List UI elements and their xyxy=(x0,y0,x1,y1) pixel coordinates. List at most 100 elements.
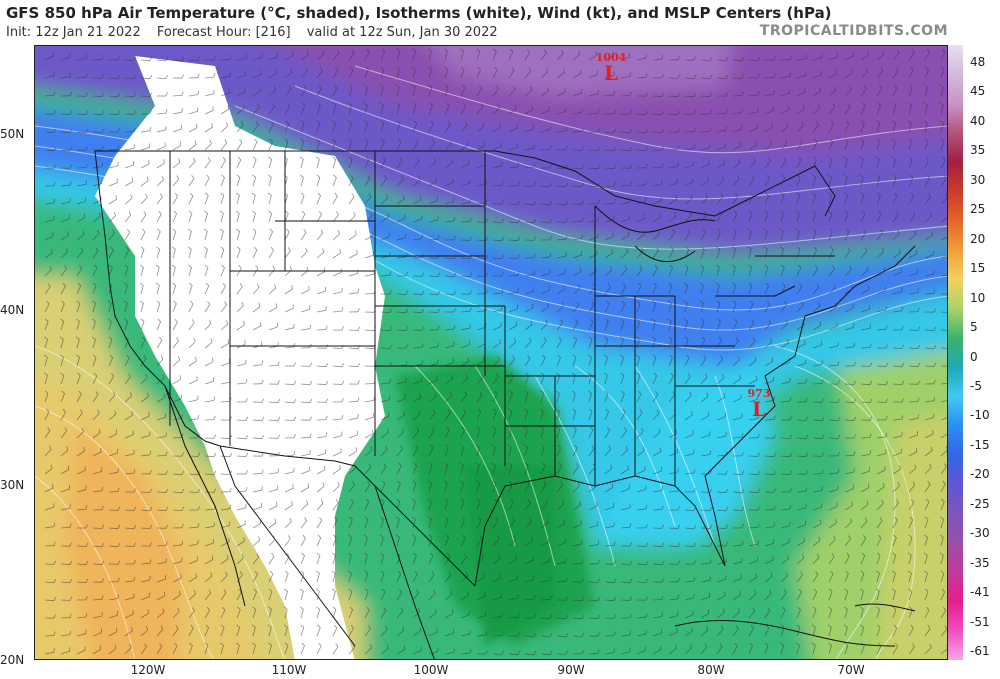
wind-barb-flag xyxy=(828,156,833,160)
wind-barb-flag xyxy=(620,372,624,376)
wind-barb xyxy=(172,213,177,223)
wind-barb xyxy=(172,95,183,97)
wind-barb-flag xyxy=(860,570,865,574)
low-symbol: L xyxy=(603,61,619,85)
wind-barb-flag xyxy=(494,66,498,71)
wind-barb-flag xyxy=(661,612,663,617)
wind-barb-flag xyxy=(702,228,706,233)
wind-barb xyxy=(908,502,915,511)
wind-barb-flag xyxy=(341,397,344,403)
wind-barb-flag xyxy=(853,416,857,421)
wind-barb-flag xyxy=(60,318,64,322)
wind-barb xyxy=(156,213,162,223)
wind-barb-flag xyxy=(156,300,161,304)
wind-barb-flag xyxy=(284,192,288,196)
wind-barb-flag xyxy=(229,416,232,421)
wind-barb xyxy=(796,382,806,385)
wind-barb xyxy=(316,469,326,475)
wind-barb-flag xyxy=(795,642,800,646)
wind-barb-flag xyxy=(645,578,649,583)
wind-barb xyxy=(44,167,55,169)
wind-barb xyxy=(220,575,228,583)
wind-barb-flag xyxy=(178,158,181,163)
wind-barb-flag xyxy=(693,144,696,149)
wind-barb-flag xyxy=(766,174,770,179)
wind-barb-flag xyxy=(339,464,341,469)
wind-barb xyxy=(796,75,806,79)
wind-barb xyxy=(428,142,435,151)
wind-barb xyxy=(892,233,900,241)
wind-barb-flag xyxy=(547,302,549,307)
wind-barb-flag xyxy=(657,229,660,234)
wind-barb xyxy=(76,508,87,511)
low-pressure-center-east: 973 L xyxy=(748,387,771,419)
wind-barb-flag xyxy=(493,498,498,503)
wind-barb-flag xyxy=(668,336,672,340)
wind-barb-flag xyxy=(779,228,784,232)
wind-barb xyxy=(572,238,582,241)
wind-barb xyxy=(924,159,929,169)
wind-barb-flag xyxy=(862,228,867,233)
wind-barb-flag xyxy=(892,120,896,124)
wind-barb xyxy=(668,95,679,98)
wind-barb xyxy=(812,231,817,241)
wind-barb-flag xyxy=(277,342,279,347)
wind-barb-flag xyxy=(357,397,360,402)
wind-barb xyxy=(92,527,103,529)
wind-barb xyxy=(204,231,208,241)
wind-barb xyxy=(348,105,352,115)
wind-barb-flag xyxy=(306,50,309,55)
wind-barb xyxy=(540,522,549,529)
wind-barb-flag xyxy=(931,231,934,236)
wind-barb-flag xyxy=(131,626,133,631)
wind-barb-flag xyxy=(771,123,774,128)
wind-barb-flag xyxy=(165,109,168,114)
wind-barb xyxy=(492,239,503,242)
wind-barb xyxy=(508,70,515,79)
wind-barb xyxy=(508,358,516,367)
wind-barb xyxy=(908,69,914,79)
wind-barb xyxy=(508,89,516,97)
wind-barb xyxy=(844,159,848,169)
wind-barb-flag xyxy=(709,92,713,97)
wind-barb xyxy=(540,185,551,187)
wind-barb xyxy=(764,304,770,313)
wind-barb xyxy=(444,105,450,115)
wind-barb-flag xyxy=(213,72,216,78)
wind-barb xyxy=(444,412,451,421)
wind-barb-flag xyxy=(560,481,564,486)
wind-barb xyxy=(124,414,133,421)
wind-barb xyxy=(316,123,321,133)
wind-barb-flag xyxy=(850,68,853,73)
wind-barb xyxy=(124,395,132,403)
wind-barb-flag xyxy=(753,157,756,162)
wind-barb-flag xyxy=(229,72,231,77)
wind-barb-flag xyxy=(53,198,56,203)
wind-barb-flag xyxy=(229,397,232,402)
wind-barb xyxy=(764,419,775,421)
wind-barb-flag xyxy=(242,104,245,109)
wind-barb xyxy=(876,309,886,313)
wind-barb-flag xyxy=(813,246,817,251)
wind-barb-flag xyxy=(348,588,353,592)
wind-barb-flag xyxy=(846,120,850,125)
wind-barb-flag xyxy=(677,110,681,115)
wind-barb-flag xyxy=(933,396,936,401)
wind-barb-flag xyxy=(853,399,857,403)
wind-barb xyxy=(812,74,822,79)
wind-barb xyxy=(556,53,564,61)
wind-barb xyxy=(940,537,944,547)
wind-barb-flag xyxy=(53,648,55,653)
wind-barb xyxy=(76,489,86,493)
wind-barb-flag xyxy=(830,120,835,125)
wind-barb xyxy=(716,231,721,241)
wind-barb-flag xyxy=(325,398,328,403)
wind-barb-flag xyxy=(411,498,416,502)
wind-barb xyxy=(140,95,151,97)
wind-barb xyxy=(812,490,822,493)
wind-barb-flag xyxy=(517,162,520,167)
wind-barb xyxy=(44,202,54,205)
wind-barb-flag xyxy=(740,141,742,146)
wind-barb-flag xyxy=(732,246,736,250)
wind-barb-flag xyxy=(149,576,151,581)
